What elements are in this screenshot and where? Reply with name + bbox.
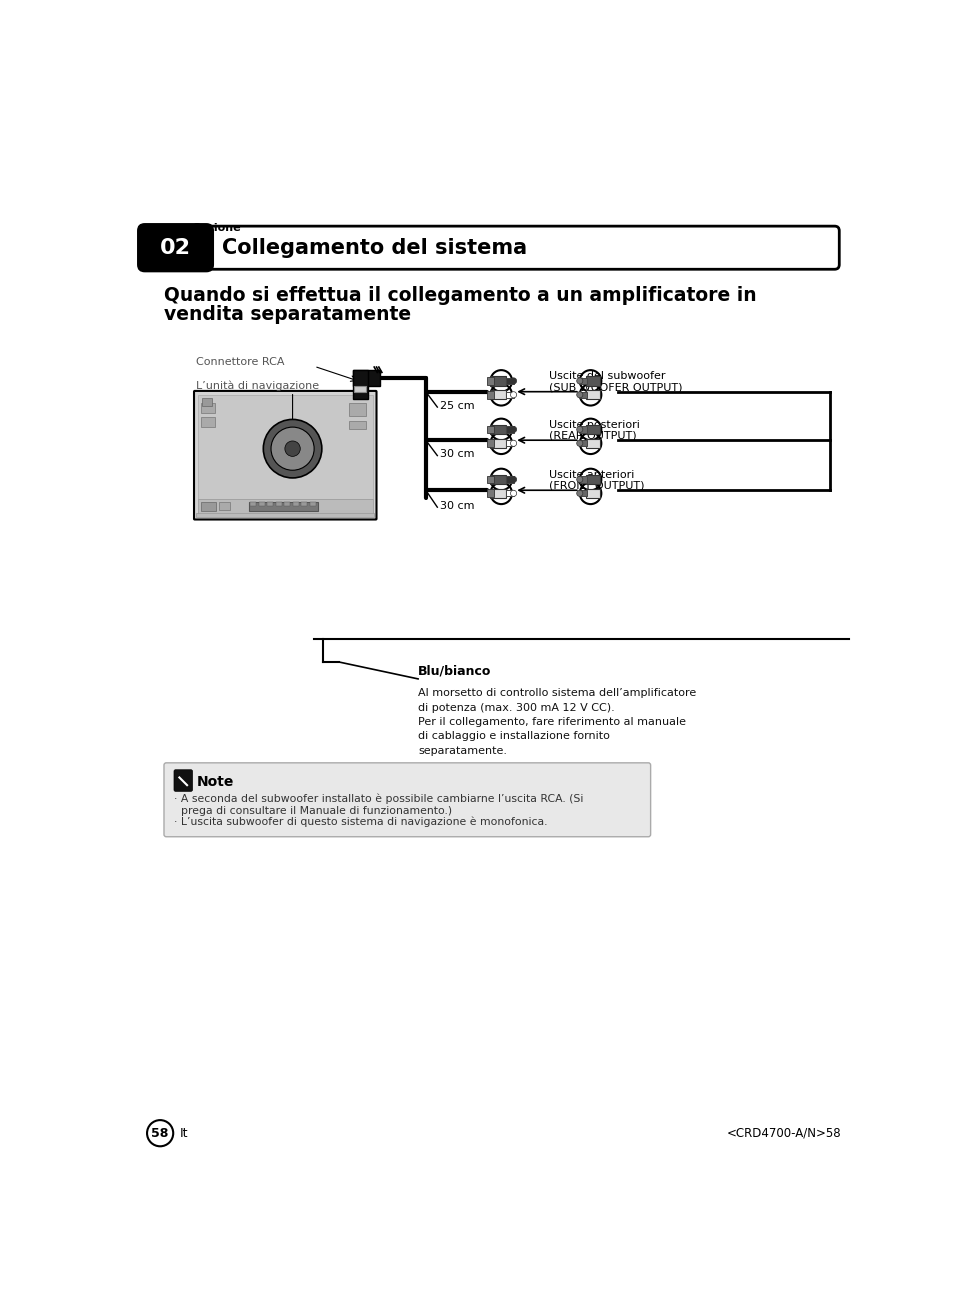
Bar: [585, 439, 599, 448]
Bar: [487, 391, 493, 399]
Circle shape: [147, 1120, 173, 1146]
Circle shape: [577, 476, 582, 482]
Bar: [585, 474, 599, 484]
Bar: [201, 502, 216, 511]
Text: Quando si effettua il collegamento a un amplificatore in: Quando si effettua il collegamento a un …: [164, 286, 756, 305]
FancyBboxPatch shape: [137, 223, 213, 272]
Text: 30 cm: 30 cm: [439, 450, 474, 459]
Circle shape: [577, 392, 582, 397]
Text: Uscite del subwoofer: Uscite del subwoofer: [548, 371, 665, 382]
Text: (REAR OUTPUT): (REAR OUTPUT): [548, 430, 636, 440]
FancyBboxPatch shape: [193, 391, 376, 519]
Text: 58: 58: [152, 1127, 169, 1140]
Circle shape: [510, 392, 517, 397]
Bar: [250, 502, 256, 506]
Bar: [585, 489, 599, 498]
Text: L’unità di navigazione: L’unità di navigazione: [196, 380, 319, 391]
Text: Uscite anteriori: Uscite anteriori: [548, 469, 634, 480]
Bar: [579, 476, 587, 482]
Bar: [197, 395, 373, 499]
Bar: [579, 378, 587, 384]
Bar: [293, 502, 298, 506]
Bar: [275, 502, 281, 506]
Text: Note: Note: [196, 775, 233, 789]
Bar: [201, 417, 214, 427]
Bar: [487, 490, 493, 497]
Bar: [349, 421, 365, 429]
Bar: [585, 391, 599, 400]
Text: <CRD4700-A/N>58: <CRD4700-A/N>58: [726, 1127, 841, 1140]
Text: Collegamento del sistema: Collegamento del sistema: [221, 238, 526, 257]
Text: · L’uscita subwoofer di questo sistema di navigazione è monofonica.: · L’uscita subwoofer di questo sistema d…: [173, 817, 547, 827]
Bar: [219, 502, 230, 510]
Bar: [197, 499, 373, 516]
Text: Blu/bianco: Blu/bianco: [417, 664, 491, 677]
FancyBboxPatch shape: [164, 763, 650, 836]
Bar: [487, 426, 493, 433]
Circle shape: [577, 490, 582, 497]
Bar: [490, 489, 505, 498]
Bar: [196, 512, 374, 518]
Bar: [301, 502, 307, 506]
Circle shape: [271, 427, 314, 471]
Text: 25 cm: 25 cm: [439, 400, 474, 410]
Bar: [505, 490, 513, 497]
Text: vendita separatamente: vendita separatamente: [164, 306, 411, 324]
Text: · A seconda del subwoofer installato è possibile cambiarne l’uscita RCA. (Si: · A seconda del subwoofer installato è p…: [173, 793, 582, 804]
Text: (SUB WOOFER OUTPUT): (SUB WOOFER OUTPUT): [548, 382, 681, 392]
Bar: [487, 439, 493, 447]
Bar: [585, 425, 599, 434]
Text: prega di consultare il Manuale di funzionamento.): prega di consultare il Manuale di funzio…: [173, 805, 452, 816]
Bar: [579, 440, 587, 447]
Circle shape: [510, 440, 517, 447]
FancyBboxPatch shape: [173, 770, 193, 791]
Circle shape: [577, 378, 582, 384]
Bar: [490, 425, 505, 434]
Bar: [487, 376, 493, 384]
Circle shape: [285, 440, 300, 456]
Bar: [505, 476, 513, 482]
Bar: [579, 392, 587, 397]
Bar: [579, 490, 587, 497]
Bar: [505, 426, 513, 433]
Bar: [505, 378, 513, 384]
Bar: [309, 502, 315, 506]
Bar: [349, 404, 365, 416]
Circle shape: [510, 426, 517, 433]
Text: Uscite posteriori: Uscite posteriori: [548, 420, 639, 430]
Bar: [267, 502, 274, 506]
Circle shape: [510, 490, 517, 497]
Bar: [353, 370, 379, 386]
Bar: [201, 404, 214, 413]
Text: Al morsetto di controllo sistema dell’amplificatore
di potenza (max. 300 mA 12 V: Al morsetto di controllo sistema dell’am…: [417, 689, 696, 755]
Circle shape: [510, 476, 517, 482]
Text: 30 cm: 30 cm: [439, 501, 474, 511]
Text: Connettore RCA: Connettore RCA: [196, 357, 285, 367]
FancyBboxPatch shape: [200, 226, 839, 269]
Circle shape: [263, 420, 321, 478]
Bar: [202, 397, 212, 405]
Bar: [505, 440, 513, 447]
Bar: [505, 392, 513, 397]
Bar: [490, 439, 505, 448]
Bar: [490, 391, 505, 400]
Bar: [353, 370, 368, 400]
Bar: [258, 502, 265, 506]
Circle shape: [577, 440, 582, 447]
Text: Sezione: Sezione: [193, 222, 241, 233]
Bar: [284, 502, 290, 506]
Bar: [487, 476, 493, 484]
Text: (FRONT OUTPUT): (FRONT OUTPUT): [548, 481, 644, 490]
Bar: [579, 426, 587, 433]
Bar: [249, 502, 317, 511]
Text: It: It: [180, 1127, 189, 1140]
Bar: [585, 376, 599, 386]
Bar: [354, 386, 366, 392]
Text: 02: 02: [160, 238, 191, 257]
Circle shape: [577, 426, 582, 433]
Bar: [490, 474, 505, 484]
Bar: [490, 376, 505, 386]
Circle shape: [510, 378, 517, 384]
